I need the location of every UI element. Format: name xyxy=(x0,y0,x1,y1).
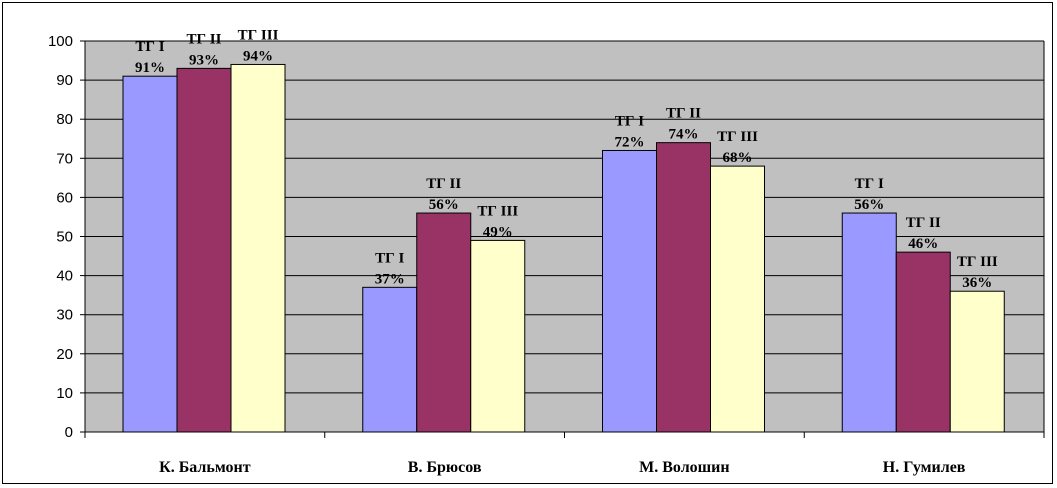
y-tick-label: 80 xyxy=(56,111,73,128)
y-axis-ticks: 0 10 20 30 40 50 60 70 80 90 100 xyxy=(48,33,85,441)
y-tick-label: 0 xyxy=(65,424,73,441)
data-label-group: ТГ II xyxy=(187,31,222,47)
y-tick-label: 60 xyxy=(56,189,73,206)
data-label-value: 36% xyxy=(962,275,992,291)
y-tick-label: 90 xyxy=(56,72,73,89)
x-category-label: Н. Гумилев xyxy=(883,459,966,476)
data-label-group: ТГ III xyxy=(238,27,279,43)
data-label-group: ТГ II xyxy=(666,106,701,122)
data-label-value: 68% xyxy=(723,150,753,166)
data-label-group: ТГ I xyxy=(615,113,644,129)
bar-series-1-3 xyxy=(602,149,657,433)
bar-series-2-3 xyxy=(656,142,711,433)
x-category-label: М. Волошин xyxy=(639,459,729,476)
data-label-value: 46% xyxy=(908,236,938,252)
data-label-value: 91% xyxy=(135,60,165,76)
x-axis-categories: К. Бальмонт В. Брюсов М. Волошин Н. Гумилев xyxy=(159,459,966,476)
data-label-group: ТГ III xyxy=(957,254,998,270)
x-category-label: В. Брюсов xyxy=(408,459,482,476)
x-category-label: К. Бальмонт xyxy=(159,459,251,476)
bar-series-2-2 xyxy=(416,212,472,433)
bar-series-1-1 xyxy=(122,75,178,433)
bar-series-1-2 xyxy=(362,286,418,433)
data-labels: ТГ I 91% ТГ I 37% ТГ I 72% ТГ I 56% ТГ II 93% ТГ I… xyxy=(135,27,998,291)
data-label-value: 49% xyxy=(483,224,513,240)
y-tick-label: 20 xyxy=(56,346,73,363)
data-label-value: 93% xyxy=(189,52,219,68)
data-label-group: ТГ I xyxy=(855,176,884,192)
y-tick-label: 40 xyxy=(56,268,73,285)
data-label-value: 37% xyxy=(375,271,405,287)
data-label-value: 56% xyxy=(429,197,459,213)
bar-series-2-4 xyxy=(895,251,951,433)
bar-series-1-4 xyxy=(841,212,897,433)
data-label-group: ТГ III xyxy=(477,203,518,219)
data-label-group: ТГ II xyxy=(906,215,941,231)
bar-series-2-1 xyxy=(176,67,232,433)
data-label-group: ТГ I xyxy=(135,39,164,55)
bar-series-3-1 xyxy=(230,63,286,433)
y-tick-label: 50 xyxy=(56,229,73,246)
data-label-group: ТГ II xyxy=(426,176,461,192)
y-tick-label: 100 xyxy=(48,33,73,50)
data-label-value: 56% xyxy=(854,197,884,213)
bar-series-3-2 xyxy=(470,239,526,433)
data-label-value: 94% xyxy=(243,48,273,64)
y-tick-label: 70 xyxy=(56,150,73,167)
bar-series-3-4 xyxy=(949,290,1005,433)
bar-series-3-3 xyxy=(710,165,765,433)
data-label-group: ТГ I xyxy=(375,250,404,266)
data-label-value: 74% xyxy=(669,127,699,143)
data-label-value: 72% xyxy=(615,134,645,150)
y-tick-label: 30 xyxy=(56,307,73,324)
y-tick-label: 10 xyxy=(56,385,73,402)
data-label-group: ТГ III xyxy=(717,129,758,145)
bars xyxy=(122,63,1005,433)
